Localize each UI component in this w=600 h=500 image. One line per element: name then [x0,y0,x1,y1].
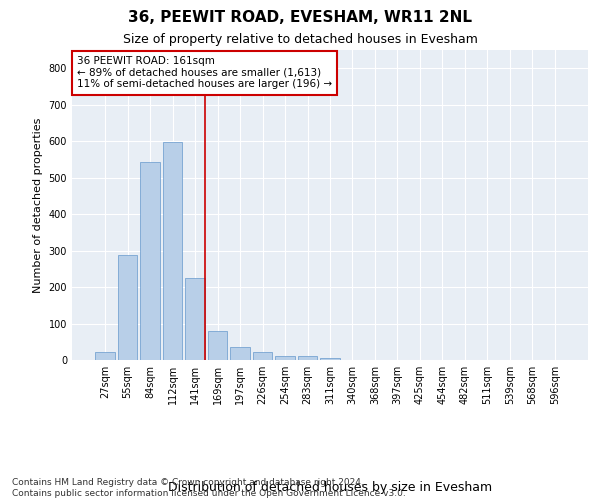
Bar [163,142,182,360]
Bar [185,278,205,360]
Bar [118,254,137,360]
Bar [208,331,227,360]
Bar [140,162,160,360]
Bar [95,352,115,360]
Bar [298,356,317,360]
X-axis label: Distribution of detached houses by size in Evesham: Distribution of detached houses by size … [168,480,492,494]
Bar [230,347,250,360]
Text: Size of property relative to detached houses in Evesham: Size of property relative to detached ho… [122,32,478,46]
Bar [320,358,340,360]
Text: 36 PEEWIT ROAD: 161sqm
← 89% of detached houses are smaller (1,613)
11% of semi-: 36 PEEWIT ROAD: 161sqm ← 89% of detached… [77,56,332,90]
Y-axis label: Number of detached properties: Number of detached properties [33,118,43,292]
Text: 36, PEEWIT ROAD, EVESHAM, WR11 2NL: 36, PEEWIT ROAD, EVESHAM, WR11 2NL [128,10,472,25]
Bar [275,356,295,360]
Bar [253,352,272,360]
Text: Contains HM Land Registry data © Crown copyright and database right 2024.
Contai: Contains HM Land Registry data © Crown c… [12,478,406,498]
